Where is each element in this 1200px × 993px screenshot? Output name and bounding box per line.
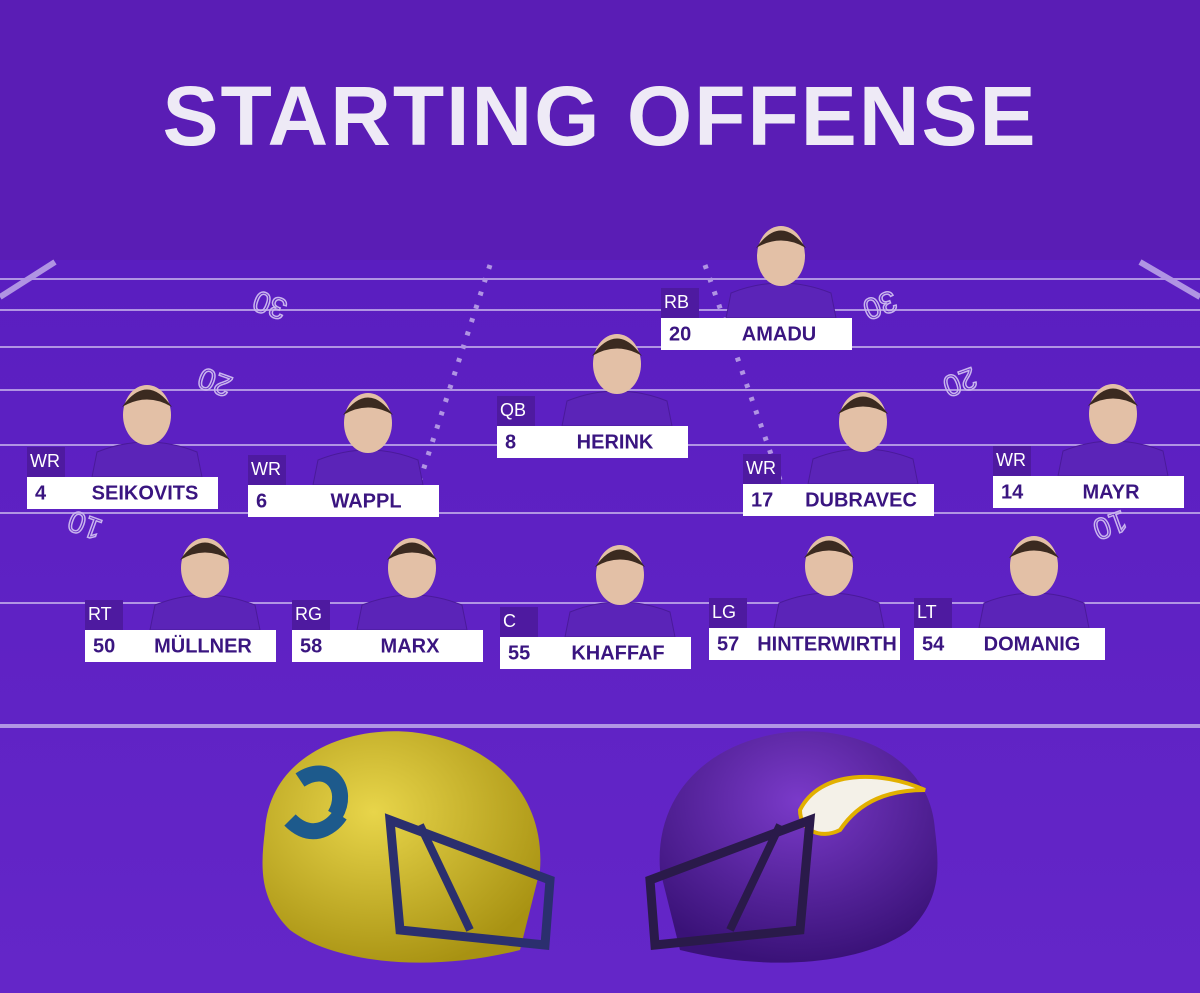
position: WR bbox=[746, 458, 776, 478]
name-box bbox=[292, 630, 483, 662]
name-box bbox=[914, 628, 1105, 660]
position-tag bbox=[993, 446, 1031, 476]
player-card: RT 50 MÜLLNER bbox=[85, 538, 276, 662]
player-photo-hair bbox=[1009, 540, 1059, 558]
jersey-number: 57 bbox=[717, 633, 739, 655]
player-photo-hair bbox=[180, 542, 230, 560]
position: C bbox=[503, 611, 516, 631]
jersey-number: 50 bbox=[93, 635, 115, 657]
jersey-number: 55 bbox=[508, 642, 530, 664]
position: RT bbox=[88, 604, 112, 624]
position: LG bbox=[712, 602, 736, 622]
jersey-number: 8 bbox=[505, 431, 516, 453]
name-box bbox=[85, 630, 276, 662]
name-box bbox=[500, 637, 691, 669]
position: QB bbox=[500, 400, 526, 420]
player-name: KHAFFAF bbox=[571, 642, 664, 664]
player-photo-hair bbox=[1088, 388, 1138, 406]
player-card: WR 4 SEIKOVITS bbox=[27, 385, 218, 509]
name-box bbox=[993, 476, 1184, 508]
jersey-number: 17 bbox=[751, 489, 773, 511]
player-name: HINTERWIRTH bbox=[757, 633, 897, 655]
name-box bbox=[27, 477, 218, 509]
name-box bbox=[661, 318, 852, 350]
player-photo-hair bbox=[756, 230, 806, 248]
helmet-right bbox=[645, 731, 938, 963]
header-bg bbox=[0, 0, 1200, 260]
position: RB bbox=[664, 292, 689, 312]
position-tag bbox=[661, 288, 699, 318]
name-box bbox=[248, 485, 439, 517]
position: WR bbox=[251, 459, 281, 479]
player-card: RB 20 AMADU bbox=[661, 226, 852, 350]
position-tag bbox=[248, 455, 286, 485]
player-photo-hair bbox=[343, 397, 393, 415]
player-name: MÜLLNER bbox=[154, 634, 252, 657]
player-name: DOMANIG bbox=[984, 633, 1081, 655]
jersey-number: 4 bbox=[35, 482, 47, 504]
position-tag bbox=[85, 600, 123, 630]
player-name: MARX bbox=[381, 635, 441, 657]
position-tag bbox=[497, 396, 535, 426]
jersey-number: 58 bbox=[300, 635, 322, 657]
position-tag bbox=[743, 454, 781, 484]
player-name: DUBRAVEC bbox=[805, 489, 917, 511]
player-card: WR 14 MAYR bbox=[993, 384, 1184, 508]
position-tag bbox=[27, 447, 65, 477]
helmet-left bbox=[262, 731, 555, 963]
player-card: LG 57 HINTERWIRTH bbox=[709, 536, 900, 660]
player-name: MAYR bbox=[1082, 481, 1140, 503]
position-tag bbox=[914, 598, 952, 628]
player-photo-hair bbox=[838, 396, 888, 414]
name-box bbox=[709, 628, 900, 660]
player-photo-hair bbox=[804, 540, 854, 558]
player-name: SEIKOVITS bbox=[92, 482, 199, 504]
title: STARTING OFFENSE bbox=[162, 69, 1037, 163]
position-tag bbox=[709, 598, 747, 628]
position: LT bbox=[917, 602, 937, 622]
jersey-number: 20 bbox=[669, 323, 691, 345]
player-photo-hair bbox=[387, 542, 437, 560]
player-name: HERINK bbox=[577, 431, 654, 453]
player-photo-hair bbox=[592, 338, 642, 356]
player-card: RG 58 MARX bbox=[292, 538, 483, 662]
jersey-number: 14 bbox=[1001, 481, 1024, 503]
player-card: WR 17 DUBRAVEC bbox=[743, 392, 934, 516]
position-tag bbox=[500, 607, 538, 637]
player-card: WR 6 WAPPL bbox=[248, 393, 439, 517]
position-tag bbox=[292, 600, 330, 630]
player-photo-hair bbox=[595, 549, 645, 567]
position: WR bbox=[30, 451, 60, 471]
position: RG bbox=[295, 604, 322, 624]
jersey-number: 6 bbox=[256, 490, 267, 512]
player-name: AMADU bbox=[742, 323, 816, 345]
player-card: LT 54 DOMANIG bbox=[914, 536, 1105, 660]
player-photo-hair bbox=[122, 389, 172, 407]
name-box bbox=[497, 426, 688, 458]
player-name: WAPPL bbox=[330, 490, 401, 512]
jersey-number: 54 bbox=[922, 633, 945, 655]
player-card: QB 8 HERINK bbox=[497, 334, 688, 458]
position: WR bbox=[996, 450, 1026, 470]
name-box bbox=[743, 484, 934, 516]
player-card: C 55 KHAFFAF bbox=[500, 545, 691, 669]
